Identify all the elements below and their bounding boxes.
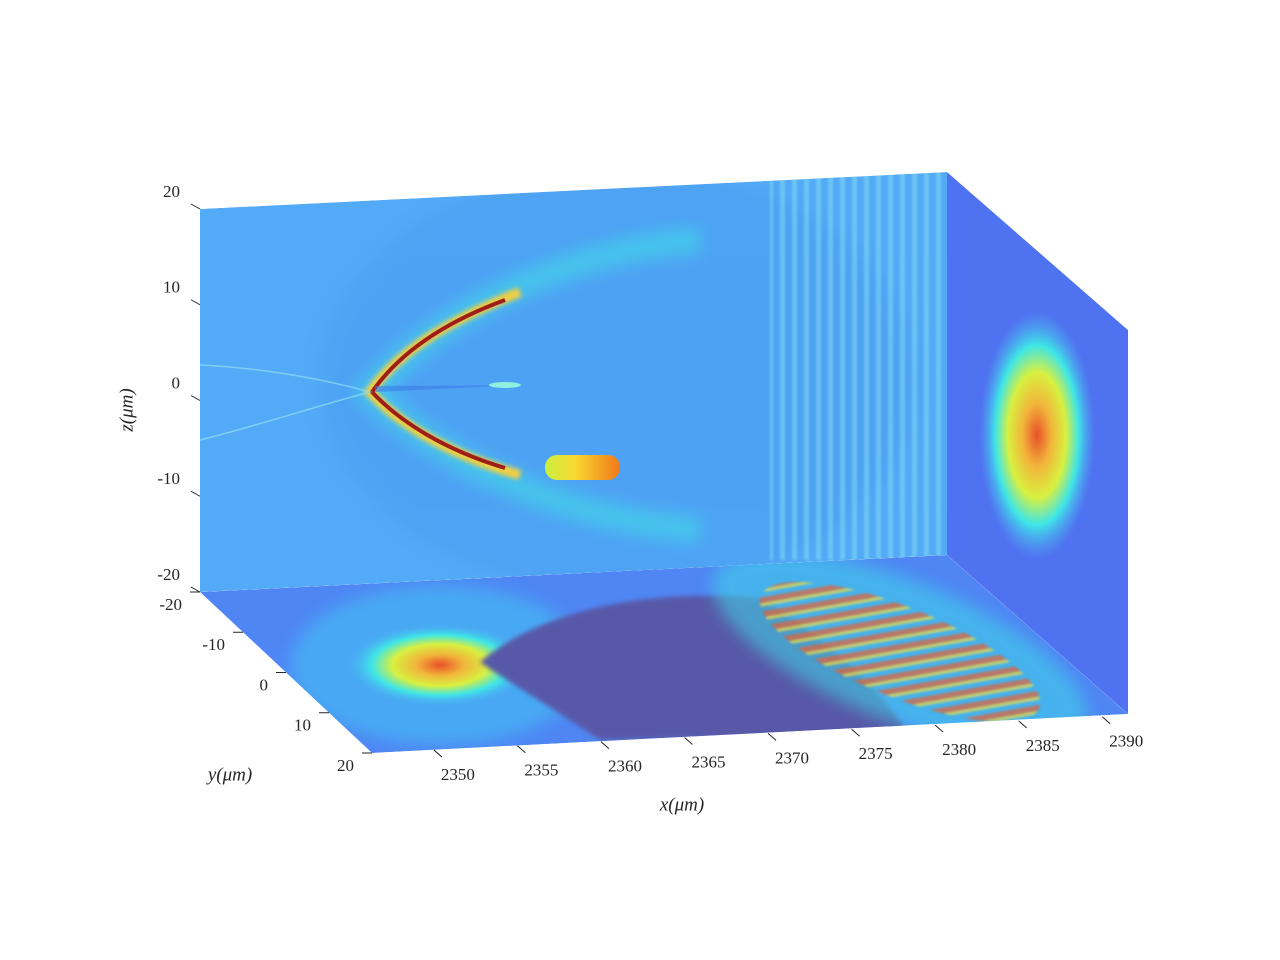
z-tick (190, 586, 201, 593)
x-tick-label: 2375 (859, 744, 893, 763)
z-tick (190, 203, 201, 210)
xy-slice (200, 555, 1128, 753)
x-tick (517, 745, 526, 754)
x-tick-label: 2360 (608, 757, 642, 776)
z-tick-label: 10 (163, 278, 180, 297)
x-tick (600, 741, 610, 750)
z-tick (190, 395, 201, 401)
z-tick (190, 490, 201, 497)
x-tick-label: 2385 (1026, 736, 1060, 755)
z-tick-label: -20 (157, 565, 180, 584)
z-tick-label: 0 (172, 373, 181, 392)
x-tick (1101, 716, 1111, 725)
x-tick (433, 749, 443, 758)
x-tick (1018, 720, 1028, 729)
x-tick-label: 2390 (1109, 732, 1143, 751)
x-tick (851, 728, 860, 737)
x-tick (684, 737, 693, 745)
y-tick-label: -20 (159, 595, 182, 614)
yz-slice (947, 172, 1128, 714)
z-axis-label: z(μm) (116, 388, 137, 432)
x-tick-label: 2380 (942, 740, 976, 759)
x-tick-label: 2355 (524, 761, 558, 780)
z-tick-label: -10 (157, 469, 180, 488)
z-tick-label: 20 (163, 182, 180, 201)
x-tick-label: 2370 (775, 748, 809, 767)
z-tick (190, 299, 201, 306)
x-tick-label: 2365 (692, 752, 726, 771)
x-axis-label: x(μm) (659, 794, 704, 815)
y-tick-label: 0 (260, 675, 269, 694)
x-tick (934, 724, 944, 733)
xz-slice (200, 172, 947, 592)
y-axis-label: y(μm) (206, 764, 252, 785)
y-tick-label: 20 (337, 756, 354, 775)
y-tick-label: 10 (294, 716, 311, 735)
y-tick-label: -10 (202, 635, 225, 654)
x-tick-label: 2350 (441, 765, 475, 784)
x-tick (767, 733, 777, 741)
